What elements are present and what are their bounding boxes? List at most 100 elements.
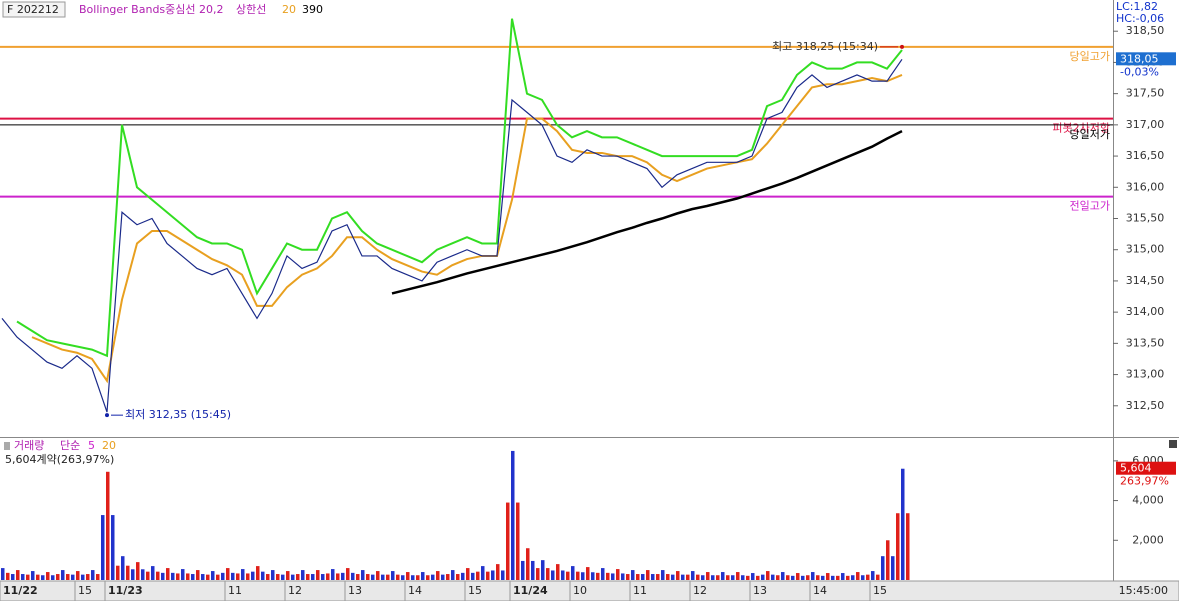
volume-bar bbox=[901, 468, 905, 580]
volume-bar bbox=[776, 575, 780, 580]
volume-bar bbox=[816, 575, 820, 580]
volume-bar bbox=[316, 570, 320, 580]
volume-bar bbox=[866, 574, 870, 580]
volume-bar bbox=[161, 572, 165, 580]
volume-bar bbox=[851, 575, 855, 580]
volume-bar bbox=[196, 570, 200, 580]
volume-bar bbox=[86, 574, 90, 580]
volume-bar bbox=[651, 574, 655, 580]
volume-bar bbox=[286, 571, 290, 580]
y-tick-label: 4,000 bbox=[1132, 494, 1164, 507]
x-tick-label: 12 bbox=[288, 584, 302, 597]
x-tick-label: 13 bbox=[753, 584, 767, 597]
volume-bar bbox=[766, 571, 770, 580]
volume-bar bbox=[566, 571, 570, 580]
volume-bar bbox=[761, 574, 765, 580]
volume-bar bbox=[686, 574, 690, 580]
annotation-point bbox=[105, 413, 109, 418]
volume-bar bbox=[436, 571, 440, 580]
x-tick-label: 10 bbox=[573, 584, 587, 597]
volume-bar bbox=[831, 575, 835, 580]
volume-bar bbox=[281, 574, 285, 580]
volume-bar bbox=[601, 568, 605, 580]
y-tick-label: 315,00 bbox=[1126, 243, 1165, 256]
volume-bar bbox=[536, 568, 540, 580]
x-tick-label: 11/24 bbox=[513, 584, 548, 597]
volume-bar bbox=[741, 575, 745, 580]
volume-bar bbox=[166, 568, 170, 580]
volume-bar bbox=[31, 571, 35, 580]
volume-bar bbox=[326, 573, 330, 580]
volume-bar bbox=[891, 556, 895, 580]
volume-bar bbox=[216, 574, 220, 580]
volume-bar bbox=[126, 565, 130, 580]
volume-bar bbox=[231, 572, 235, 580]
volume-bar bbox=[296, 574, 300, 580]
volume-bar bbox=[211, 571, 215, 580]
volume-bar bbox=[541, 560, 545, 580]
x-tick-label: 14 bbox=[813, 584, 827, 597]
volume-bar bbox=[626, 574, 630, 580]
volume-bar bbox=[716, 575, 720, 580]
y-tick-label: 316,00 bbox=[1126, 180, 1165, 193]
volume-bar bbox=[506, 502, 510, 580]
volume-bar bbox=[666, 574, 670, 580]
volume-bar bbox=[271, 570, 275, 580]
reference-label: 전일고가 bbox=[1070, 199, 1110, 213]
volume-bar bbox=[796, 573, 800, 580]
volume-bar bbox=[156, 571, 160, 580]
y-tick-label: 317,00 bbox=[1126, 118, 1165, 131]
x-tick-label: 14 bbox=[408, 584, 422, 597]
volume-legend: 거래량 bbox=[14, 439, 44, 452]
volume-bar bbox=[76, 571, 80, 580]
x-tick-label: 15 bbox=[468, 584, 482, 597]
volume-bar bbox=[206, 574, 210, 580]
volume-bar bbox=[321, 574, 325, 580]
last-volume: 5,604 bbox=[1120, 462, 1152, 475]
volume-bar bbox=[181, 569, 185, 580]
volume-bar bbox=[881, 556, 885, 580]
series-line bbox=[31, 73, 903, 384]
volume-bar bbox=[656, 574, 660, 580]
volume-bar bbox=[186, 573, 190, 580]
volume-bar bbox=[606, 572, 610, 580]
volume-bar bbox=[836, 575, 840, 580]
volume-bar bbox=[826, 573, 830, 580]
y-tick-label: 312,50 bbox=[1126, 399, 1165, 412]
volume-bar bbox=[171, 572, 175, 580]
volume-bar bbox=[226, 568, 230, 580]
reference-label: 당일고가 bbox=[1070, 49, 1110, 63]
volume-bar bbox=[491, 570, 495, 580]
volume-bar bbox=[61, 570, 65, 580]
volume-bar bbox=[561, 570, 565, 580]
volume-bar bbox=[406, 572, 410, 580]
volume-bar bbox=[411, 575, 415, 580]
volume-bar bbox=[331, 569, 335, 580]
volume-bar bbox=[871, 571, 875, 580]
volume-summary: 5,604계약(263,97%) bbox=[5, 452, 114, 466]
volume-bar bbox=[341, 572, 345, 580]
volume-bar bbox=[1, 568, 5, 580]
volume-bar bbox=[151, 566, 155, 580]
volume-bar bbox=[811, 572, 815, 580]
volume-bar bbox=[586, 567, 590, 580]
annotation-point bbox=[900, 44, 904, 49]
close-button[interactable] bbox=[1169, 440, 1177, 448]
volume-bar bbox=[611, 573, 615, 580]
volume-bar bbox=[431, 574, 435, 580]
volume-bar bbox=[701, 575, 705, 580]
volume-bar bbox=[56, 574, 60, 580]
volume-bar bbox=[396, 574, 400, 580]
volume-bar bbox=[521, 560, 525, 580]
volume-bar bbox=[466, 568, 470, 580]
series-line bbox=[391, 129, 903, 295]
volume-bar bbox=[471, 572, 475, 580]
volume-bar bbox=[791, 575, 795, 580]
volume-bar bbox=[856, 572, 860, 580]
volume-bar bbox=[266, 574, 270, 580]
volume-bar bbox=[821, 575, 825, 580]
volume-bar bbox=[861, 575, 865, 580]
y-tick-label: 318,50 bbox=[1126, 24, 1165, 37]
annotation-text: 최고 318,25 (15:34) bbox=[772, 40, 878, 53]
